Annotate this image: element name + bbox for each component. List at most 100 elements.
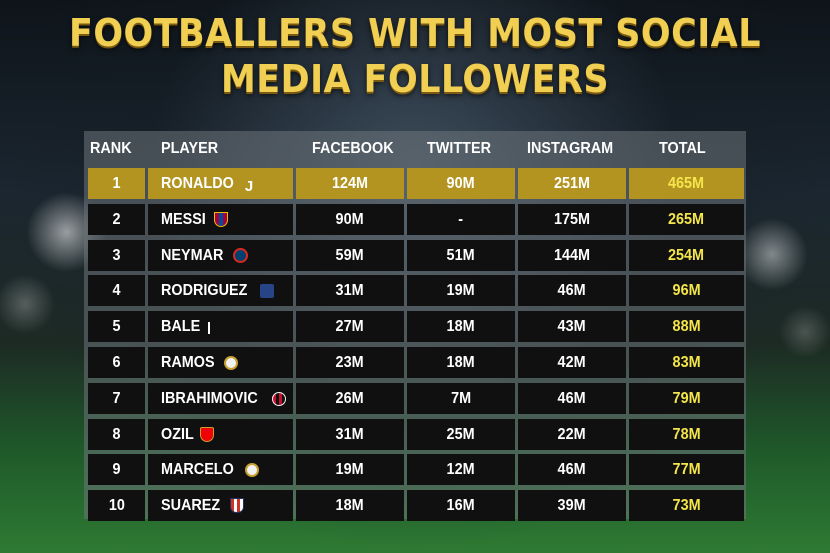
total-cell: 79M bbox=[629, 382, 744, 414]
rank-cell-text: 5 bbox=[112, 318, 121, 336]
twitter-cell: 19M bbox=[407, 275, 515, 307]
rank-cell-text: 2 bbox=[112, 210, 121, 228]
facebook-cell: 27M bbox=[296, 311, 404, 343]
player-cell-text: RAMOS bbox=[161, 354, 215, 371]
header-total: TOTAL bbox=[659, 140, 706, 157]
twitter-cell-text: 51M bbox=[446, 246, 476, 264]
facebook-cell: 124M bbox=[296, 168, 404, 199]
page-title: FOOTBALLERS WITH MOST SOCIAL MEDIA FOLLO… bbox=[69, 11, 761, 101]
twitter-cell: 51M bbox=[407, 239, 515, 271]
total-cell-text: 254M bbox=[668, 246, 705, 264]
player-cell-text: RODRIGUEZ bbox=[161, 282, 248, 300]
twitter-cell-text: 25M bbox=[446, 425, 476, 443]
rank-cell: 1 bbox=[88, 168, 145, 199]
instagram-cell: 251M bbox=[518, 168, 626, 199]
instagram-cell: 46M bbox=[518, 454, 626, 486]
total-cell: 83M bbox=[629, 347, 744, 378]
player-cell-text: NEYMAR bbox=[161, 246, 224, 264]
facebook-cell-text: 19M bbox=[335, 461, 365, 479]
twitter-cell: 12M bbox=[407, 454, 515, 486]
arsenal-crest-icon bbox=[200, 426, 215, 442]
facebook-cell: 18M bbox=[296, 490, 404, 522]
player-cell-text: SUAREZ bbox=[161, 497, 221, 515]
facebook-cell-text: 27M bbox=[335, 318, 365, 336]
total-cell-text: 96M bbox=[672, 282, 701, 300]
instagram-cell-text: 144M bbox=[553, 246, 591, 264]
instagram-cell-text: 251M bbox=[553, 175, 591, 192]
atletico-madrid-crest-icon bbox=[229, 498, 244, 514]
total-cell-text: 79M bbox=[672, 389, 701, 407]
facebook-cell: 59M bbox=[296, 239, 404, 271]
psg-crest-icon bbox=[233, 247, 249, 263]
twitter-cell-text: - bbox=[458, 210, 464, 228]
instagram-cell: 43M bbox=[518, 311, 626, 343]
rank-cell: 2 bbox=[88, 203, 145, 235]
instagram-cell: 22M bbox=[518, 418, 626, 450]
facebook-cell-text: 31M bbox=[335, 282, 365, 300]
player-cell: OZIL bbox=[148, 418, 293, 450]
player-cell: RODRIGUEZ bbox=[148, 275, 293, 307]
total-cell: 88M bbox=[629, 311, 744, 343]
table-row: 3 NEYMAR 59M 51M 144M 254M bbox=[88, 239, 744, 271]
player-cell: MARCELO bbox=[148, 454, 293, 486]
rank-cell-text: 1 bbox=[112, 175, 121, 192]
instagram-cell-text: 46M bbox=[557, 282, 587, 300]
twitter-cell: - bbox=[407, 203, 515, 235]
header-twitter: TWITTER bbox=[427, 140, 491, 157]
table-row: 1 RONALDO J 124M 90M 251M 465M bbox=[88, 168, 744, 199]
ac-milan-crest-icon bbox=[271, 391, 286, 406]
facebook-cell-text: 31M bbox=[335, 425, 365, 443]
total-cell-text: 465M bbox=[668, 175, 705, 192]
total-cell: 265M bbox=[629, 203, 744, 235]
facebook-cell: 19M bbox=[296, 454, 404, 486]
twitter-cell: 90M bbox=[407, 168, 515, 199]
facebook-cell-text: 23M bbox=[335, 354, 365, 371]
table-row: 7 IBRAHIMOVIC 26M 7M 46M 79M bbox=[88, 382, 744, 414]
table-row: 9 MARCELO 19M 12M 46M 77M bbox=[88, 454, 744, 486]
facebook-cell: 26M bbox=[296, 382, 404, 414]
rank-cell-text: 6 bbox=[112, 354, 121, 371]
header-instagram: INSTAGRAM bbox=[527, 140, 614, 157]
instagram-cell: 46M bbox=[518, 382, 626, 414]
table-row: 4 RODRIGUEZ 31M 19M 46M 96M bbox=[88, 275, 744, 307]
player-cell: RONALDO J bbox=[148, 168, 293, 199]
total-cell: 73M bbox=[629, 490, 744, 522]
instagram-cell: 46M bbox=[518, 275, 626, 307]
table-row: 8 OZIL 31M 25M 22M 78M bbox=[88, 418, 744, 450]
instagram-cell-text: 46M bbox=[557, 389, 587, 407]
instagram-cell: 175M bbox=[518, 203, 626, 235]
total-cell-text: 88M bbox=[672, 318, 701, 336]
twitter-cell: 7M bbox=[407, 382, 515, 414]
facebook-cell: 31M bbox=[296, 275, 404, 307]
rank-cell-text: 3 bbox=[112, 246, 121, 264]
instagram-cell-text: 42M bbox=[557, 354, 587, 371]
total-cell-text: 77M bbox=[672, 461, 701, 479]
player-cell-text: RONALDO bbox=[161, 175, 234, 192]
rank-cell: 6 bbox=[88, 347, 145, 378]
instagram-cell-text: 22M bbox=[557, 425, 587, 443]
player-cell-text: MESSI bbox=[161, 210, 206, 228]
total-cell-text: 265M bbox=[668, 210, 705, 228]
rank-cell: 7 bbox=[88, 382, 145, 414]
facebook-cell: 23M bbox=[296, 347, 404, 378]
table-row: 10 SUAREZ 18M 16M 39M 73M bbox=[88, 490, 744, 522]
twitter-cell-text: 7M bbox=[450, 389, 471, 407]
player-cell: MESSI bbox=[148, 203, 293, 235]
total-cell: 77M bbox=[629, 454, 744, 486]
player-cell-text: BALE bbox=[161, 318, 201, 336]
player-cell-text: OZIL bbox=[161, 425, 194, 443]
twitter-cell-text: 12M bbox=[446, 461, 476, 479]
juventus-crest-icon: J bbox=[244, 178, 254, 195]
rank-cell-text: 4 bbox=[112, 282, 121, 300]
rank-cell: 3 bbox=[88, 239, 145, 271]
twitter-cell: 18M bbox=[407, 347, 515, 378]
facebook-cell-text: 124M bbox=[331, 175, 369, 192]
instagram-cell-text: 39M bbox=[557, 497, 587, 515]
player-cell: IBRAHIMOVIC bbox=[148, 382, 293, 414]
instagram-cell: 144M bbox=[518, 239, 626, 271]
total-cell: 96M bbox=[629, 275, 744, 307]
player-cell: BALE bbox=[148, 311, 293, 343]
twitter-cell-text: 18M bbox=[446, 354, 476, 371]
facebook-cell: 90M bbox=[296, 203, 404, 235]
player-cell: SUAREZ bbox=[148, 490, 293, 522]
